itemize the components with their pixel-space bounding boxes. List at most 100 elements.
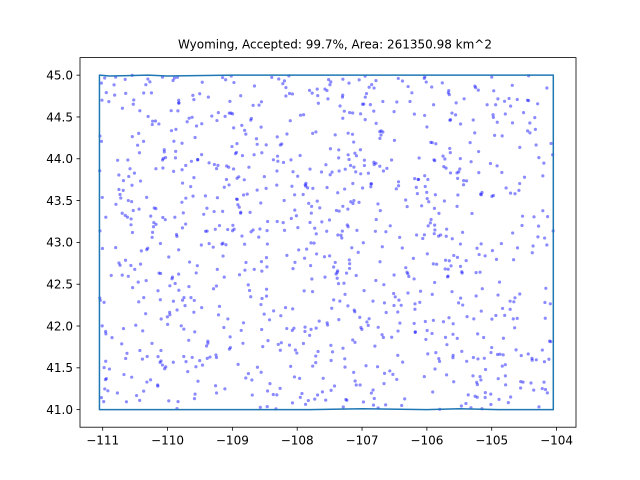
scatter-point: [145, 195, 149, 200]
scatter-point: [107, 367, 112, 371]
scatter-point: [378, 260, 382, 264]
scatter-point: [345, 223, 349, 227]
scatter-point: [502, 99, 507, 103]
scatter-point: [192, 98, 196, 102]
scatter-point: [392, 291, 396, 296]
scatter-point: [374, 121, 378, 125]
scatter-point: [194, 271, 198, 275]
scatter-point: [480, 190, 484, 195]
scatter-point: [483, 254, 487, 258]
scatter-point: [534, 358, 538, 362]
scatter-point: [447, 93, 451, 97]
scatter-point: [139, 249, 143, 253]
scatter-point: [275, 183, 279, 187]
scatter-point: [455, 171, 459, 175]
scatter-point: [475, 380, 479, 384]
scatter-point: [198, 92, 202, 96]
scatter-point: [349, 200, 353, 204]
scatter-point: [407, 274, 411, 279]
scatter-point: [435, 262, 439, 266]
scatter-point: [476, 332, 480, 336]
scatter-point: [328, 173, 332, 177]
scatter-point: [495, 352, 500, 357]
scatter-point: [336, 282, 341, 286]
scatter-point: [289, 216, 293, 221]
scatter-point: [434, 142, 438, 146]
scatter-point: [194, 365, 198, 369]
scatter-point: [284, 85, 288, 90]
scatter-point: [341, 93, 345, 97]
scatter-point: [315, 199, 319, 203]
scatter-point: [384, 230, 388, 234]
scatter-point: [164, 365, 168, 369]
scatter-point: [228, 335, 232, 339]
scatter-point: [203, 194, 208, 198]
scatter-point: [359, 172, 363, 176]
scatter-point: [124, 356, 128, 361]
scatter-point: [451, 353, 455, 357]
scatter-point: [290, 401, 295, 405]
scatter-point: [423, 174, 427, 178]
scatter-point: [137, 131, 141, 136]
scatter-point: [206, 341, 210, 345]
scatter-point: [212, 209, 216, 214]
scatter-point: [352, 308, 356, 312]
scatter-point: [246, 371, 250, 376]
scatter-point: [271, 392, 275, 397]
scatter-point: [458, 242, 463, 246]
scatter-point: [455, 255, 460, 259]
scatter-point: [423, 319, 427, 324]
scatter-point: [403, 397, 407, 401]
scatter-point: [512, 300, 516, 304]
scatter-point: [156, 354, 160, 359]
scatter-point: [506, 401, 510, 405]
scatter-point: [262, 312, 266, 316]
scatter-point: [425, 190, 429, 194]
scatter-point: [494, 313, 498, 318]
scatter-point: [357, 200, 361, 204]
scatter-point: [448, 151, 452, 155]
scatter-point: [474, 86, 478, 90]
scatter-point: [359, 112, 363, 116]
scatter-point: [145, 354, 149, 359]
scatter-point: [177, 101, 181, 105]
scatter-point: [301, 113, 306, 117]
y-axis: 41.0 41.5 42.0 42.5 43.0 43.5 44.0 44.5 45.0: [46, 68, 80, 417]
scatter-point: [316, 349, 320, 354]
scatter-point: [351, 111, 355, 115]
scatter-point: [177, 98, 181, 102]
scatter-point: [230, 112, 235, 116]
scatter-point: [196, 158, 200, 162]
scatter-point: [103, 387, 107, 391]
scatter-point: [154, 167, 158, 171]
scatter-point: [142, 91, 146, 95]
scatter-point: [542, 161, 546, 165]
scatter-point: [332, 384, 337, 388]
scatter-point: [158, 241, 163, 246]
scatter-point: [119, 196, 123, 200]
scatter-point: [348, 262, 352, 266]
scatter-point: [346, 207, 350, 211]
scatter-point: [427, 200, 431, 204]
scatter-point: [243, 268, 247, 272]
scatter-point: [451, 332, 455, 336]
scatter-point: [236, 203, 240, 207]
scatter-point: [406, 272, 410, 276]
scatter-point: [154, 207, 158, 211]
scatter-point: [493, 133, 497, 137]
scatter-point: [129, 263, 133, 268]
scatter-point: [489, 350, 493, 355]
scatter-point: [295, 351, 299, 355]
scatter-point: [168, 313, 172, 317]
scatter-point: [242, 193, 246, 197]
scatter-point: [150, 235, 154, 239]
scatter-point: [287, 91, 292, 96]
scatter-point: [156, 289, 160, 293]
scatter-point: [352, 198, 356, 203]
scatter-point: [325, 185, 329, 190]
scatter-point: [529, 381, 533, 385]
scatter-point: [498, 352, 502, 356]
scatter-point: [401, 360, 405, 364]
scatter-point: [333, 133, 337, 137]
scatter-point: [131, 102, 135, 106]
